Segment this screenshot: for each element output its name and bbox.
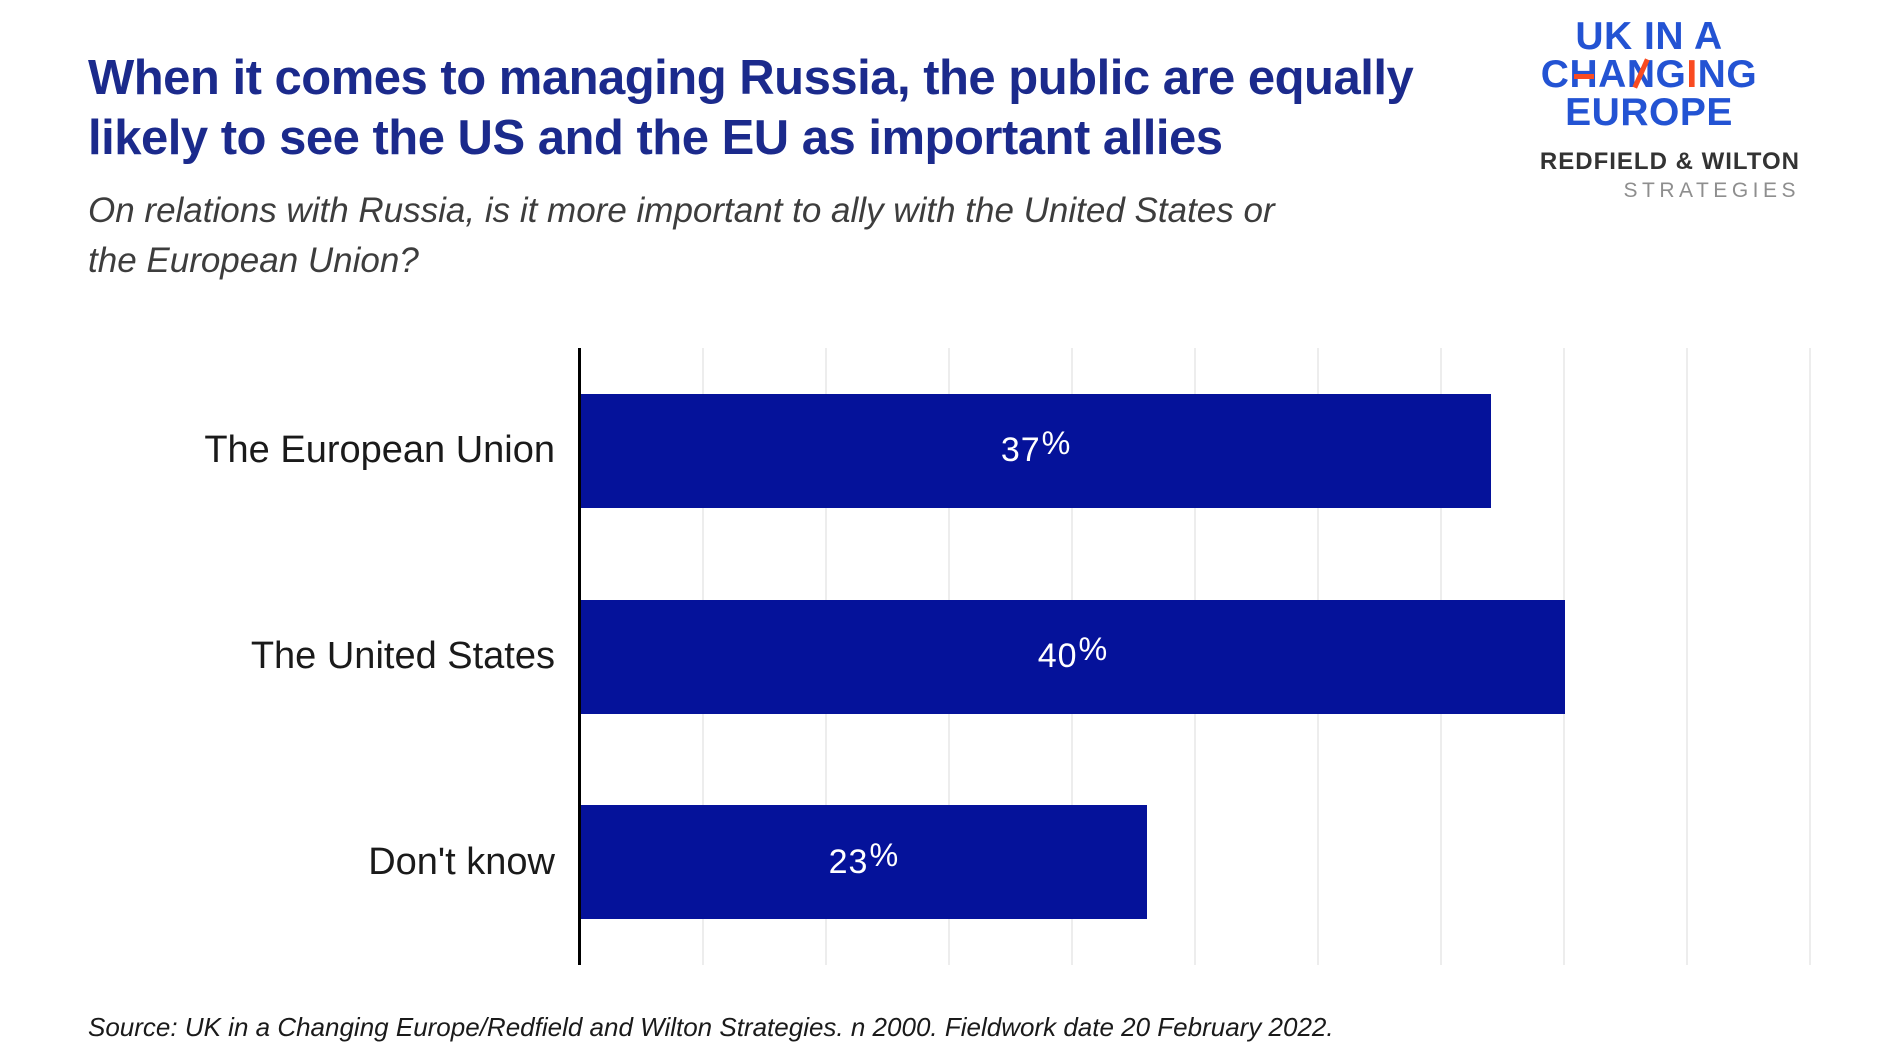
percent-sign: % bbox=[869, 836, 900, 873]
logo-accent-letter: H bbox=[1569, 53, 1599, 96]
y-axis-line bbox=[578, 348, 581, 965]
logo-accent-letter: I bbox=[1686, 53, 1698, 96]
chart-subtitle: On relations with Russia, is it more imp… bbox=[88, 186, 1275, 286]
bar-value-label-don-t-know: 23% bbox=[828, 836, 900, 881]
logo-letter: G bbox=[1655, 53, 1687, 96]
logo-letter: C bbox=[1540, 53, 1570, 96]
bar-the-united-states: 40% bbox=[581, 599, 1565, 714]
redfield-wilton-logo: REDFIELD & WILTON STRATEGIES bbox=[1494, 148, 1804, 203]
chart-title-line-1: When it comes to managing Russia, the pu… bbox=[88, 51, 1414, 105]
logo-letter: N bbox=[1697, 53, 1727, 96]
chart-title-line-2: likely to see the US and the EU as impor… bbox=[88, 111, 1223, 165]
percent-sign: % bbox=[1078, 631, 1109, 667]
brand-block: UK IN A CHANGING EUROPE REDFIELD & WILTO… bbox=[1494, 15, 1804, 203]
redfield-wilton-wordmark: REDFIELD & WILTON bbox=[1539, 148, 1800, 175]
bar-the-european-union: 37% bbox=[581, 393, 1492, 508]
chart-title: When it comes to managing Russia, the pu… bbox=[88, 48, 1414, 168]
chart-subtitle-line-1: On relations with Russia, is it more imp… bbox=[88, 191, 1275, 230]
bar-value-label-the-united-states: 40% bbox=[1037, 631, 1109, 675]
bar-value-label-the-european-union: 37% bbox=[1000, 425, 1072, 470]
category-label-the-european-union: The European Union bbox=[204, 429, 555, 472]
category-label-the-united-states: The United States bbox=[250, 635, 555, 677]
gridline bbox=[1686, 348, 1688, 965]
source-note: Source: UK in a Changing Europe/Redfield… bbox=[88, 1012, 1334, 1042]
ukice-logo-line-2: CHANGING bbox=[1494, 53, 1804, 96]
chart-subtitle-line-2: the European Union? bbox=[88, 241, 419, 280]
ukice-logo: UK IN A CHANGING EUROPE bbox=[1494, 15, 1804, 134]
gridline bbox=[1809, 348, 1811, 965]
redfield-wilton-strategies-label: STRATEGIES bbox=[1623, 179, 1800, 202]
logo-letter: G bbox=[1726, 53, 1758, 96]
ukice-logo-line-3: EUROPE bbox=[1565, 91, 1733, 134]
logo-accent-letter: N bbox=[1626, 53, 1656, 96]
bar-chart-plot-area: The European Union 37% The United States 40… bbox=[204, 348, 1811, 965]
ukice-logo-line-1: UK IN A bbox=[1575, 15, 1723, 58]
percent-sign: % bbox=[1041, 425, 1072, 462]
logo-letter: A bbox=[1598, 53, 1627, 96]
bar-don-t-know: 23% bbox=[581, 805, 1147, 920]
category-label-don-t-know: Don't know bbox=[368, 840, 555, 883]
